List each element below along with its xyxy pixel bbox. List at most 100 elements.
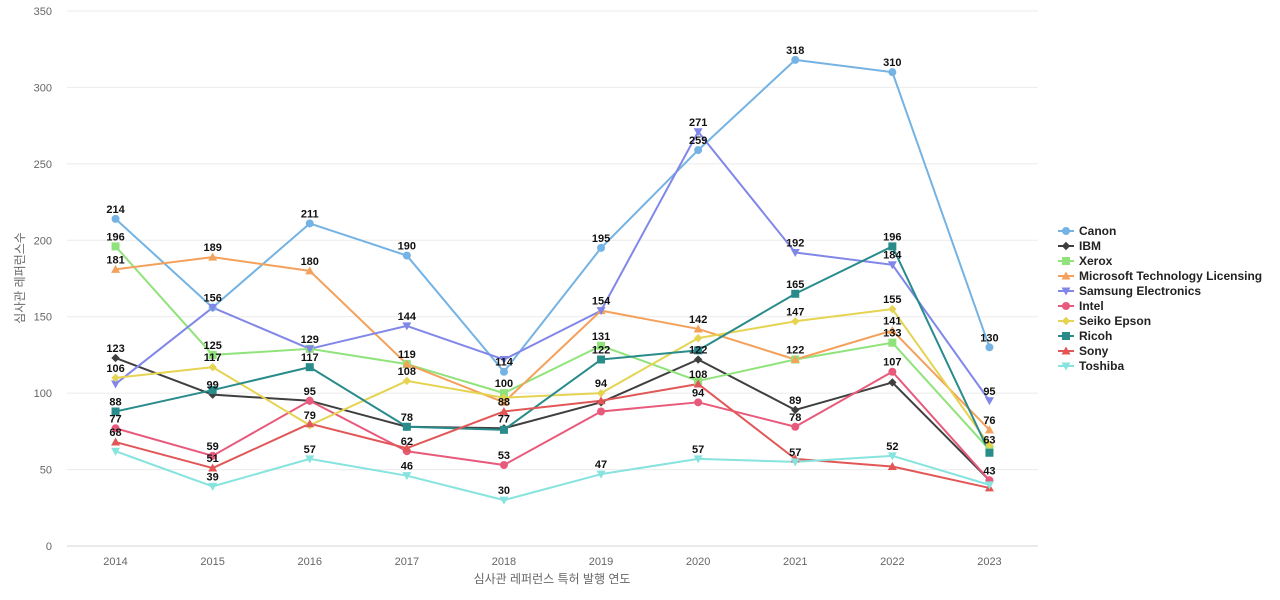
y-tick-label: 150 [34,312,52,324]
point-microsoft-technology-licensing-2017 [402,359,412,368]
data-label: 195 [592,233,610,245]
series-line-sony [115,382,990,489]
point-ibm-2021 [791,405,800,415]
point-intel-2020 [694,398,703,407]
legend-item-seiko-epson: Seiko Epson [1058,314,1151,328]
point-microsoft-technology-licensing-2022 [887,325,897,334]
point-ibm-2022 [888,378,897,387]
point-canon-2016 [305,219,314,228]
point-sony-2016 [305,419,315,428]
point-samsung-electronics-2023 [984,397,994,406]
point-intel-2016 [305,396,314,405]
point-toshiba-2014 [111,447,121,456]
data-label: 214 [106,204,125,216]
data-labels: 214 211 190 114 195 259 318 310 130 196 125 129 119 1… [106,45,998,497]
x-tick-label: 2018 [492,556,516,568]
legend-marker-icon [1061,346,1071,355]
data-label: 122 [786,345,804,357]
legend-label: Intel [1079,299,1104,313]
point-ricoh-2016 [305,363,314,372]
point-xerox-2018 [499,389,508,398]
data-label: 131 [592,331,610,343]
point-sony-2014 [111,437,121,446]
point-canon-2021 [791,55,800,64]
point-canon-2017 [402,251,411,260]
point-toshiba-2017 [402,472,412,481]
legend-marker-icon [1062,227,1070,235]
point-ricoh-2023 [985,448,994,457]
point-toshiba-2023 [984,481,994,490]
x-axis-ticks: 2014 2015 2016 2017 2018 2019 2020 2021 2022 2023 [103,556,1001,568]
x-tick-label: 2015 [200,556,224,568]
legend-label: Canon [1079,224,1116,238]
point-canon-2014 [111,214,120,223]
point-sony-2017 [402,443,412,452]
data-label: 181 [106,254,124,266]
data-label: 107 [883,357,901,369]
y-tick-label: 200 [34,235,52,247]
data-label: 184 [883,250,902,262]
point-ricoh-2014 [111,407,120,416]
legend-label: Xerox [1079,254,1113,268]
legend-label: Microsoft Technology Licensing [1079,269,1262,283]
legend-label: Sony [1079,344,1109,358]
series-line-toshiba [115,450,990,502]
data-label: 122 [592,345,610,357]
data-label: 59 [207,441,219,453]
legend-marker-icon [1061,241,1071,251]
x-tick-label: 2020 [686,556,710,568]
legend-item-microsoft-technology-licensing: Microsoft Technology Licensing [1058,269,1262,283]
point-seiko-epson-2023 [985,440,994,450]
legend-marker-icon [1062,332,1070,340]
data-label: 39 [207,471,219,483]
point-sony-2022 [887,462,897,471]
point-ricoh-2021 [791,289,800,298]
series-lines [114,58,991,502]
data-label: 53 [498,450,510,462]
point-seiko-epson-2022 [888,304,897,314]
series-line-xerox [114,245,991,451]
data-label: 271 [689,117,707,129]
point-toshiba-2015 [208,482,218,491]
legend-label: Ricoh [1079,329,1112,343]
legend-label: Toshiba [1079,359,1124,373]
data-label: 259 [689,135,707,147]
legend-item-ibm: IBM [1058,239,1101,253]
data-label: 46 [401,461,413,473]
y-tick-label: 0 [46,541,52,553]
data-label: 106 [106,363,124,375]
x-tick-label: 2014 [103,556,127,568]
point-intel-2014 [111,424,120,433]
legend-marker-icon [1061,287,1071,296]
data-label: 100 [495,378,513,390]
point-canon-2022 [888,68,897,77]
point-sony-2020 [693,379,703,388]
point-canon-2018 [499,367,508,376]
point-toshiba-2019 [596,470,606,479]
x-tick-label: 2023 [977,556,1001,568]
data-label: 79 [304,410,316,422]
data-label: 130 [980,332,998,344]
data-label: 78 [401,412,413,424]
point-sony-2015 [208,463,218,472]
data-label: 76 [983,415,995,427]
point-seiko-epson-2017 [402,376,412,386]
data-label: 57 [692,444,704,456]
x-tick-label: 2022 [880,556,904,568]
series-line-seiko-epson [115,308,991,446]
point-sony-2019 [596,396,606,405]
point-samsung-electronics-2015 [208,304,218,313]
data-label: 211 [301,208,319,220]
point-seiko-epson-2015 [208,362,217,372]
data-label: 141 [883,315,901,327]
point-intel-2015 [208,451,217,460]
y-tick-label: 100 [34,388,52,400]
data-label: 123 [106,343,124,355]
legend-marker-icon [1062,302,1070,310]
legend-marker-icon [1062,257,1070,265]
legend-label: Seiko Epson [1079,314,1151,328]
data-label: 129 [301,334,319,346]
data-label: 190 [398,241,416,253]
